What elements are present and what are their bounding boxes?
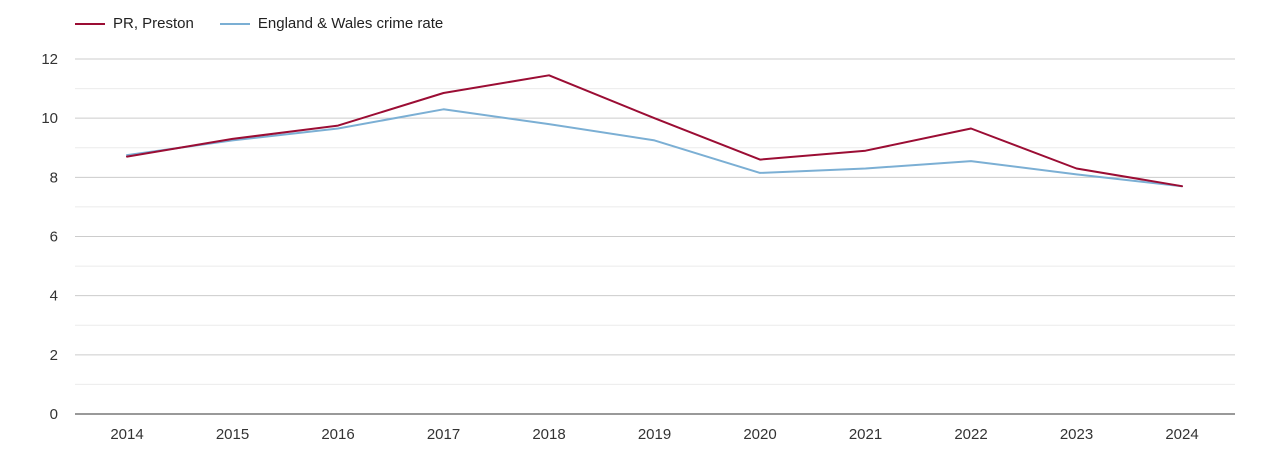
x-tick-label-2017: 2017 [427,426,460,443]
data-point-series-1-2019 [652,137,658,143]
data-point-series-0-2021 [863,148,869,154]
data-point-series-0-2014 [124,154,130,160]
legend-item-preston[interactable]: PR, Preston [75,15,194,32]
data-point-series-0-2024 [1179,183,1185,189]
x-tick-label-2023: 2023 [1060,426,1093,443]
legend-item-england-wales[interactable]: England & Wales crime rate [219,15,444,32]
data-point-series-1-2017 [441,106,447,112]
legend-swatch-england-wales [219,22,250,25]
y-tick-label-8: 8 [50,169,58,186]
series-line-1 [126,108,1183,188]
y-tick-label-4: 4 [50,288,58,305]
legend-label-preston: PR, Preston [113,15,194,32]
data-point-series-0-2023 [1074,165,1080,171]
data-point-series-1-2021 [863,165,869,171]
data-point-series-1-2023 [1074,171,1080,177]
data-point-series-0-2015 [230,136,236,142]
data-point-series-1-2020 [757,170,763,176]
x-tick-label-2021: 2021 [849,426,882,443]
y-tick-label-12: 12 [41,51,58,68]
data-point-series-0-2016 [335,123,341,129]
x-tick-label-2015: 2015 [216,426,249,443]
series-line-0 [126,74,1183,188]
legend-swatch-preston [75,22,105,25]
data-point-series-0-2018 [546,72,552,78]
data-point-series-1-2018 [546,121,552,127]
data-point-series-1-2022 [968,158,974,164]
y-tick-label-2: 2 [50,347,58,364]
data-point-series-0-2019 [652,115,658,121]
data-point-series-0-2022 [968,126,974,132]
x-tick-label-2014: 2014 [110,426,143,443]
x-tick-label-2024: 2024 [1165,426,1198,443]
x-tick-label-2016: 2016 [321,426,354,443]
data-point-series-0-2017 [441,90,447,96]
y-tick-label-0: 0 [50,406,58,423]
y-tick-label-10: 10 [41,110,58,127]
y-tick-label-6: 6 [50,229,58,246]
legend-label-england-wales: England & Wales crime rate [257,15,444,32]
x-tick-label-2022: 2022 [954,426,987,443]
x-tick-label-2020: 2020 [743,426,776,443]
chart-legend: PR, Preston England & Wales crime rate [75,15,443,32]
data-point-series-0-2020 [757,157,763,163]
x-tick-label-2018: 2018 [532,426,565,443]
x-tick-label-2019: 2019 [638,426,671,443]
